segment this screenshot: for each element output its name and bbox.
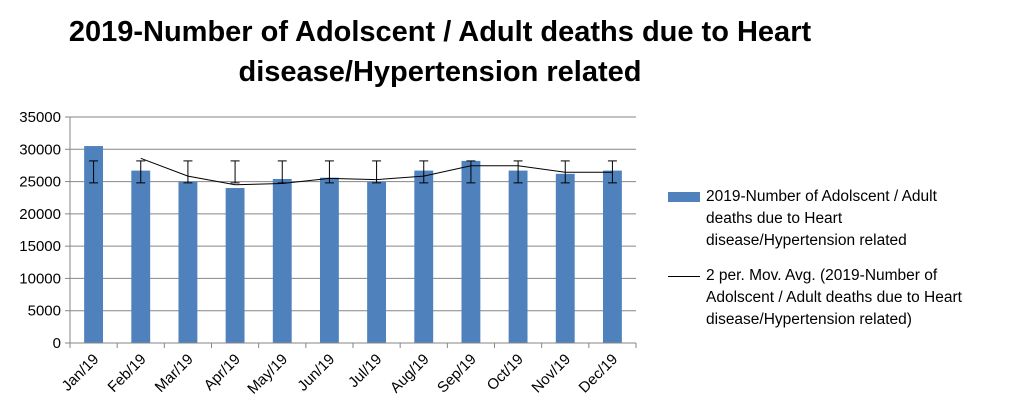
legend-bar-label-line-3: disease/Hypertension related — [706, 232, 907, 249]
y-tick-label: 20000 — [19, 206, 61, 223]
chart-title-line-2: disease/Hypertension related — [238, 56, 642, 88]
legend-bar-label-line-1: 2019-Number of Adolscent / Adult — [706, 188, 937, 205]
y-tick-label: 25000 — [19, 174, 61, 191]
y-tick-label: 10000 — [19, 270, 61, 287]
legend-line-label-line-1: 2 per. Mov. Avg. (2019-Number of — [706, 267, 938, 284]
chart-legend: 2019-Number of Adolscent / Adult deaths … — [668, 186, 1004, 344]
x-tick-label: Nov/19 — [528, 351, 574, 397]
legend-item-bars: 2019-Number of Adolscent / Adult deaths … — [668, 186, 1004, 252]
bar — [367, 181, 387, 343]
bar — [508, 170, 528, 343]
bar — [131, 170, 151, 343]
bar — [414, 170, 434, 343]
bar — [272, 178, 292, 343]
x-tick-label: Dec/19 — [576, 351, 622, 397]
x-tick-label: May/19 — [244, 351, 291, 398]
moving-average-line — [140, 157, 613, 186]
y-tick-label: 5000 — [28, 303, 61, 320]
legend-line-label-line-3: disease/Hypertension related) — [706, 311, 912, 328]
x-tick-label: Jul/19 — [345, 351, 385, 391]
x-tick-label: Oct/19 — [484, 351, 527, 394]
legend-bar-label-line-2: deaths due to Heart — [706, 210, 843, 227]
bar — [178, 181, 198, 343]
y-tick-label: 0 — [53, 335, 61, 352]
x-tick-label: Jun/19 — [294, 351, 338, 395]
x-tick-label: Apr/19 — [201, 351, 244, 394]
legend-bar-swatch — [668, 192, 700, 202]
legend-line-label-line-2: Adolscent / Adult deaths due to Heart — [706, 289, 962, 306]
x-tick-label: Feb/19 — [105, 351, 150, 396]
bar — [461, 160, 481, 343]
y-tick-label: 15000 — [19, 238, 61, 255]
bar — [319, 177, 339, 343]
bar — [602, 170, 622, 343]
y-tick-label: 30000 — [19, 141, 61, 158]
bar — [225, 188, 245, 343]
x-tick-label: Aug/19 — [387, 351, 433, 397]
bar — [84, 146, 104, 343]
bar — [555, 173, 575, 343]
x-tick-label: Sep/19 — [434, 351, 480, 397]
legend-item-moving-average: 2 per. Mov. Avg. (2019-Number of Adolsce… — [668, 265, 1004, 331]
chart-title: 2019-Number of Adolscent / Adult deaths … — [60, 12, 820, 92]
legend-line-swatch — [668, 276, 700, 277]
y-tick-label: 35000 — [19, 109, 61, 126]
x-tick-label: Mar/19 — [152, 351, 197, 396]
x-tick-label: Jan/19 — [59, 351, 103, 395]
chart-title-line-1: 2019-Number of Adolscent / Adult deaths … — [68, 16, 812, 48]
